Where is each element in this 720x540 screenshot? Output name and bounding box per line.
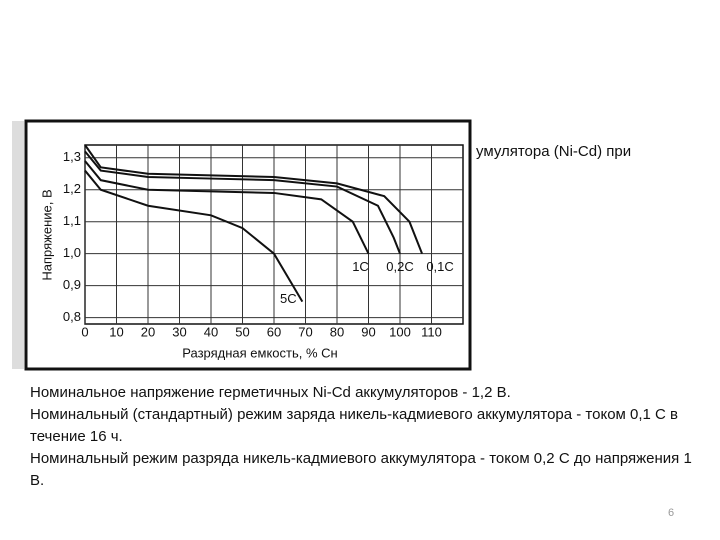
scan-edge [12,121,24,369]
series-label: 1C [352,259,369,274]
x-tick-label: 60 [267,324,281,339]
y-tick-label: 1,0 [63,245,81,260]
x-tick-label: 90 [361,324,375,339]
x-tick-label: 100 [389,324,411,339]
page-number: 6 [668,507,675,519]
series-label: 0,1C [426,259,453,274]
y-tick-label: 1,1 [63,213,81,228]
x-tick-label: 20 [141,324,155,339]
x-axis-label: Разрядная емкость, % Cн [182,345,337,360]
paragraph: Номинальный (стандартный) режим заряда н… [30,406,679,445]
y-tick-label: 0,9 [63,277,81,292]
paragraph: Номинальное напряжение герметичных Ni-Cd… [30,384,511,401]
x-tick-label: 10 [109,324,123,339]
paragraph: Номинальный режим разряда никель-кадмиев… [30,450,692,489]
y-tick-label: 1,3 [63,149,81,164]
line [84,150,401,255]
y-tick-label: 0,8 [63,309,81,324]
line [84,169,304,303]
line [84,160,370,255]
x-tick-label: 50 [235,324,249,339]
y-axis-label: Напряжение, В [39,189,54,280]
x-tick-label: 40 [204,324,218,339]
series-label: 5C [280,291,297,306]
line [84,144,423,255]
x-tick-label: 110 [421,324,442,339]
title-fragment: умулятора (Ni-Cd) при [476,143,632,160]
x-tick-label: 30 [172,324,186,339]
x-tick-label: 70 [298,324,312,339]
paragraphs: Номинальное напряжение герметичных Ni-Cd… [30,382,710,492]
series-label: 0,2C [386,259,413,274]
y-tick-label: 1,2 [63,181,81,196]
x-tick-label: 80 [330,324,344,339]
x-tick-label: 0 [81,324,88,339]
